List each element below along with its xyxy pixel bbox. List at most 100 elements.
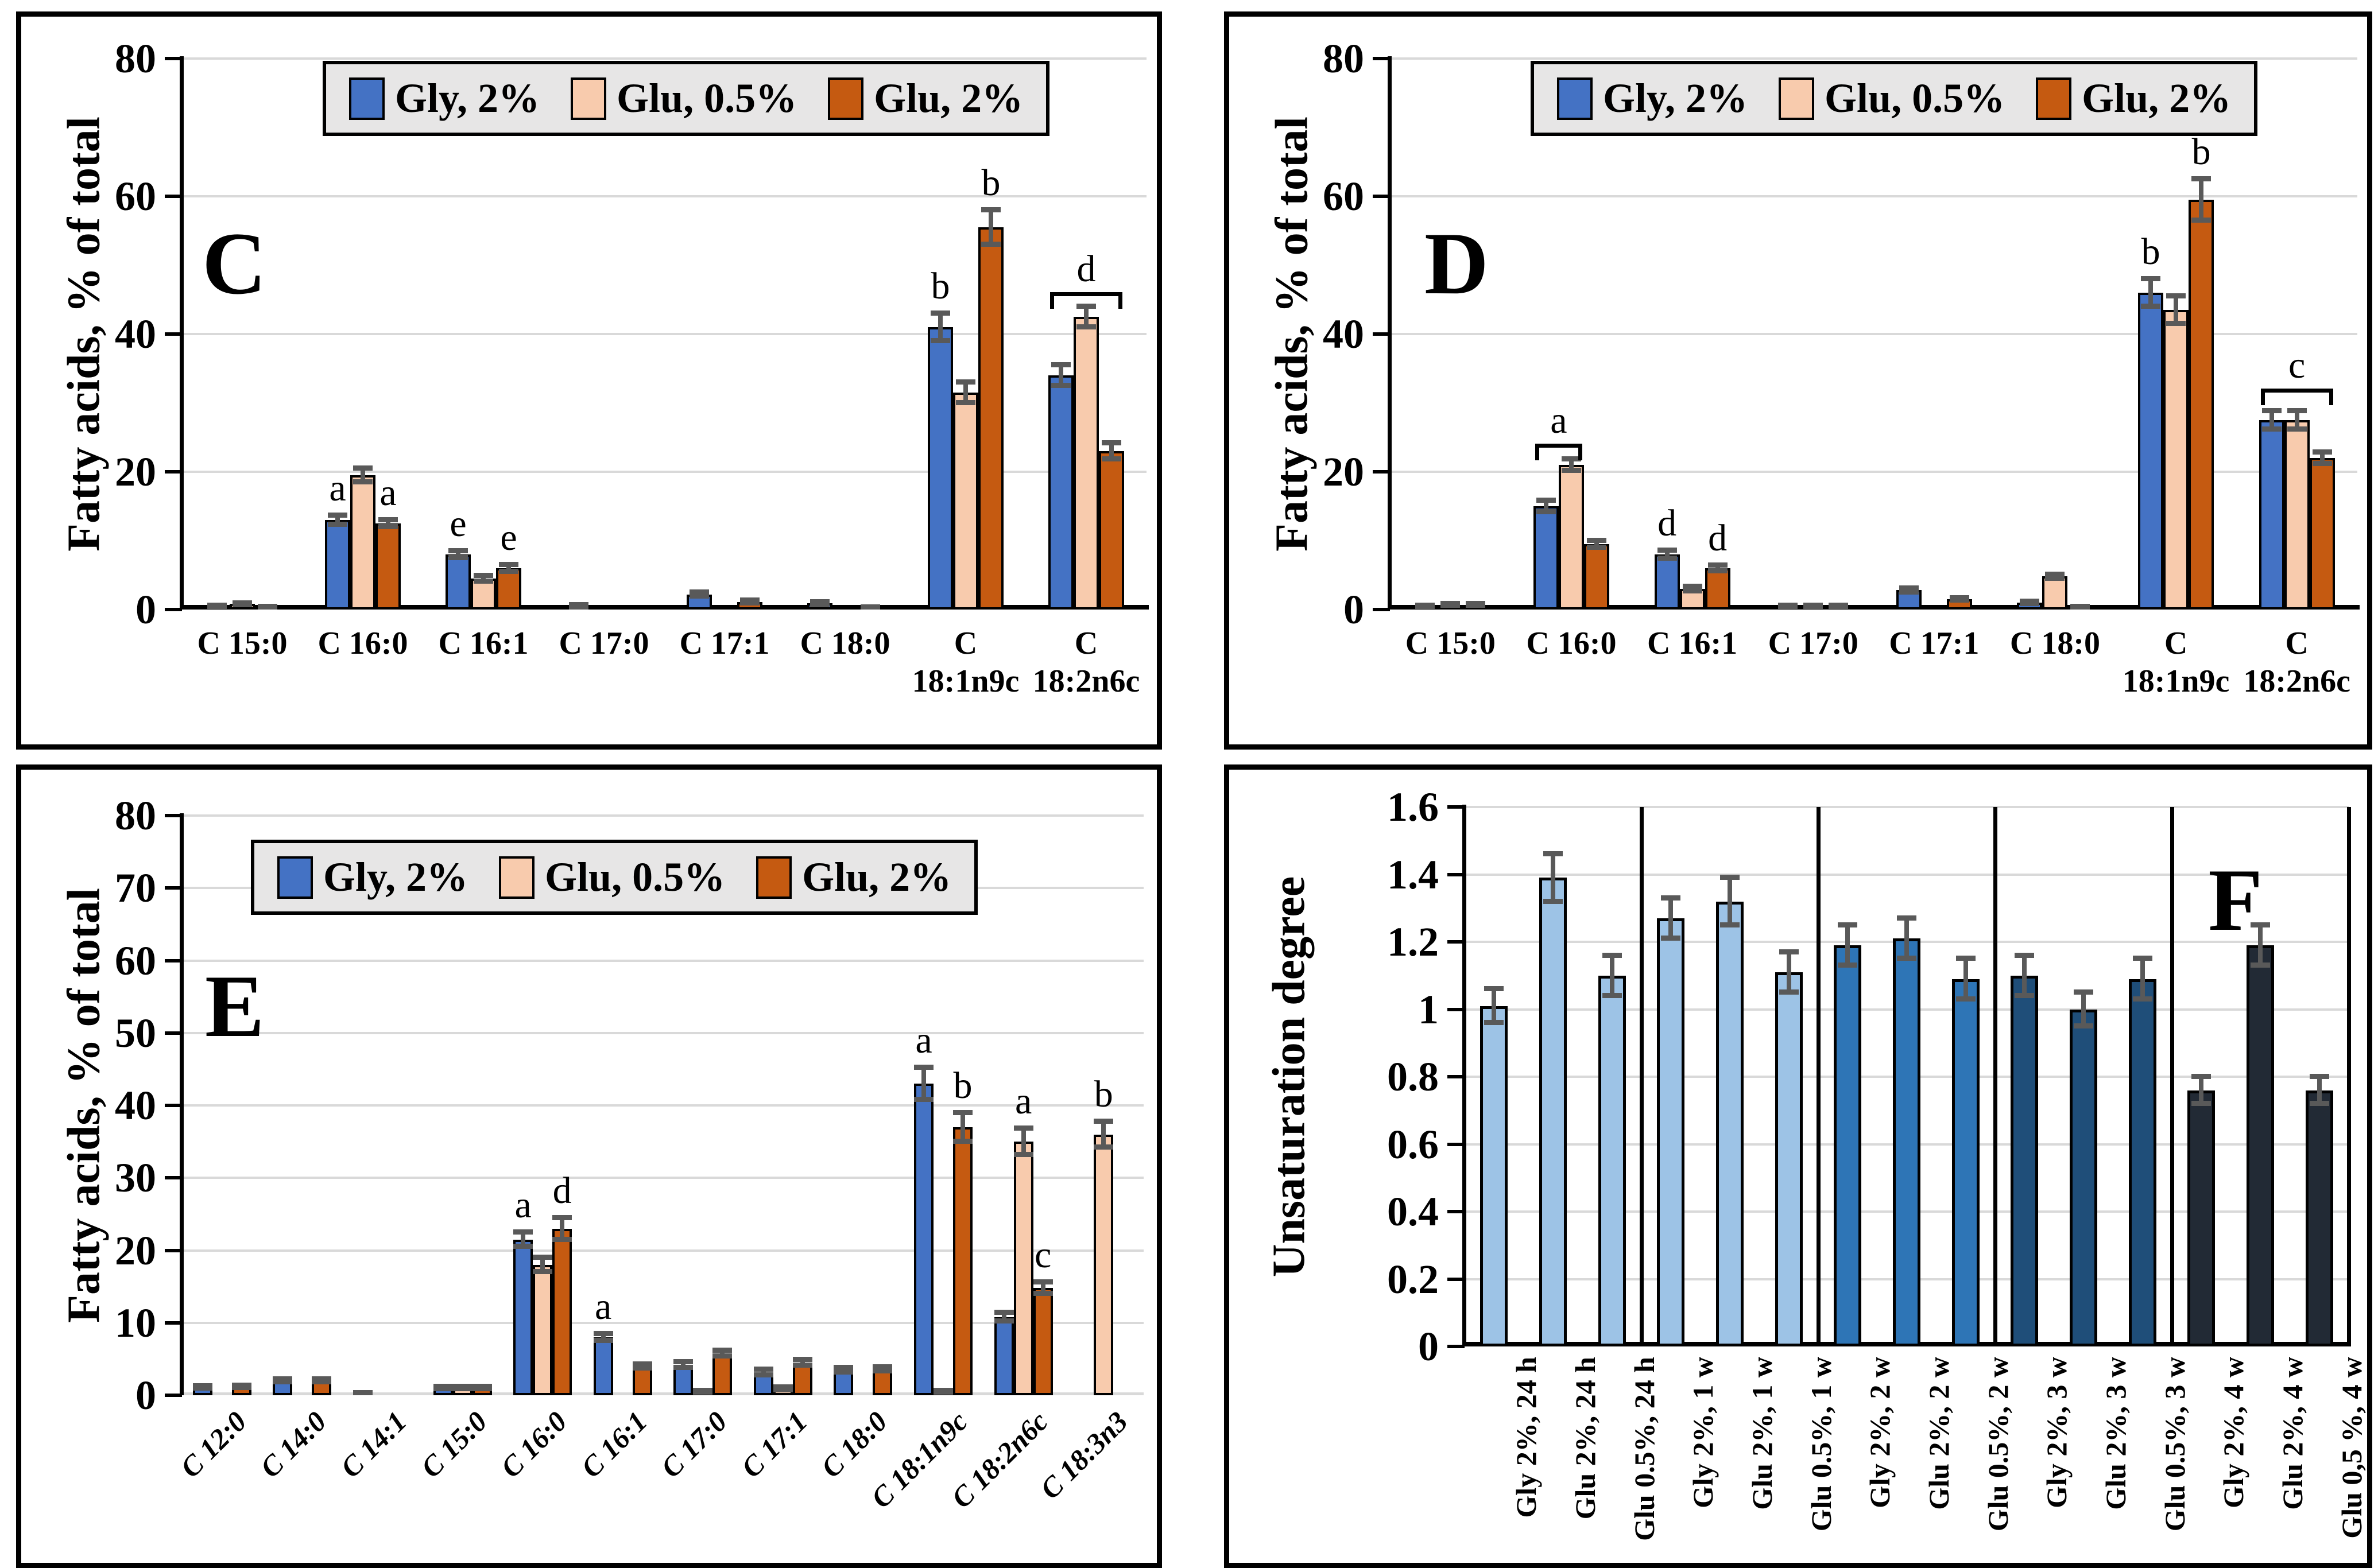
error-bar bbox=[1101, 1121, 1106, 1148]
x-tick-label: C 18:1n9c bbox=[2116, 624, 2237, 700]
legend-swatch bbox=[277, 856, 313, 899]
error-bar bbox=[2319, 452, 2325, 464]
error-bar bbox=[1904, 918, 1909, 959]
bar bbox=[1013, 1142, 1033, 1395]
error-bar bbox=[720, 1350, 725, 1356]
error-bar-cap bbox=[1466, 602, 1486, 608]
y-tick-mark bbox=[165, 814, 182, 817]
error-bar-cap bbox=[1586, 538, 1606, 543]
panel-f: Unsaturation degree F 0 0.2 0.4 0.6 0.8 1 1.2 1… bbox=[1224, 764, 2372, 1568]
error-bar-cap bbox=[1484, 1020, 1504, 1025]
error-bar bbox=[1963, 958, 1968, 999]
error-bar-cap bbox=[1838, 922, 1858, 927]
error-bar-cap bbox=[1586, 545, 1606, 550]
error-bar-cap bbox=[231, 1384, 251, 1390]
error-bar-cap bbox=[1102, 440, 1121, 445]
error-bar-cap bbox=[773, 1387, 793, 1393]
error-bar-cap bbox=[474, 573, 493, 579]
y-tick-mark bbox=[165, 608, 182, 611]
y-tick-mark bbox=[165, 1394, 182, 1397]
error-bar-cap bbox=[2045, 571, 2065, 577]
y-tick-mark bbox=[165, 886, 182, 890]
bar bbox=[1033, 1288, 1053, 1395]
error-bar-cap bbox=[753, 1366, 773, 1372]
error-bar-cap bbox=[753, 1372, 773, 1377]
error-bar-cap bbox=[192, 1385, 212, 1391]
bracket-end bbox=[1050, 294, 1054, 309]
error-bar-cap bbox=[834, 1369, 854, 1375]
gridline bbox=[182, 959, 1144, 962]
panel-c: Fatty acids, % of total C 0 20 40 60 80 a e b a e… bbox=[16, 11, 1162, 750]
error-bar-cap bbox=[956, 379, 975, 385]
error-bar-cap bbox=[2261, 408, 2282, 414]
bar bbox=[533, 1264, 553, 1395]
bar bbox=[1654, 554, 1680, 610]
y-tick-label: 1.6 bbox=[1387, 784, 1439, 830]
x-tick-label-line: C 15:0 bbox=[197, 626, 288, 661]
y-tick-mark bbox=[1373, 332, 1390, 336]
error-bar bbox=[1568, 459, 1574, 471]
error-bar-cap bbox=[2132, 996, 2152, 1002]
error-bar-cap bbox=[2141, 304, 2161, 309]
x-tick-label-line: C 16:0 bbox=[317, 626, 408, 661]
bar bbox=[513, 1239, 533, 1395]
error-bar-cap bbox=[1949, 597, 1969, 603]
legend-swatch bbox=[349, 77, 385, 120]
x-tick-label: Gly 2%, 3 w bbox=[2040, 1357, 2073, 1508]
bar bbox=[2189, 200, 2214, 610]
error-bar-cap bbox=[474, 578, 493, 584]
y-axis-line bbox=[1388, 56, 1392, 610]
error-bar-cap bbox=[1415, 604, 1435, 610]
bar bbox=[1539, 878, 1567, 1346]
y-tick-label: 80 bbox=[115, 793, 156, 839]
y-tick-mark bbox=[1447, 1210, 1465, 1213]
error-bar-cap bbox=[2015, 993, 2035, 998]
error-bar-cap bbox=[273, 1379, 293, 1385]
x-tick-label: Glu 2%, 24 h bbox=[1569, 1357, 1601, 1520]
error-bar-cap bbox=[690, 589, 709, 595]
error-bar-cap bbox=[448, 555, 468, 560]
group-divider-line bbox=[2170, 807, 2174, 1346]
x-tick-label: Glu 0.5%, 2 w bbox=[1981, 1357, 2014, 1532]
error-bar-cap bbox=[2251, 962, 2270, 968]
error-bar-cap bbox=[2020, 601, 2040, 607]
significance-letter: b bbox=[931, 265, 950, 307]
significance-letter: a bbox=[1550, 399, 1567, 441]
error-bar bbox=[921, 1068, 927, 1100]
error-bar-cap bbox=[2074, 989, 2093, 995]
bar bbox=[712, 1353, 733, 1395]
error-bar-cap bbox=[632, 1365, 652, 1371]
legend-label: Glu, 2% bbox=[802, 854, 952, 900]
x-tick-label-line: C 17:0 bbox=[1768, 626, 1858, 661]
error-bar-cap bbox=[472, 1386, 492, 1392]
x-tick-label: C 17:0 bbox=[544, 624, 664, 662]
x-tick-label: Glu 0.5%, 24 h bbox=[1628, 1357, 1660, 1541]
x-tick-label: C 18:0 bbox=[1994, 624, 2116, 662]
error-bar-cap bbox=[207, 604, 227, 610]
y-tick-mark bbox=[165, 1321, 182, 1325]
error-bar-cap bbox=[1051, 362, 1071, 367]
error-bar-cap bbox=[1720, 922, 1740, 927]
legend-item: Glu, 2% bbox=[828, 75, 1023, 122]
error-bar bbox=[2269, 411, 2274, 429]
bar bbox=[978, 227, 1004, 610]
error-bar-cap bbox=[1661, 936, 1681, 941]
error-bar bbox=[2081, 992, 2086, 1026]
legend-item: Gly, 2% bbox=[349, 75, 540, 122]
error-bar-cap bbox=[2309, 1101, 2329, 1106]
error-bar-cap bbox=[452, 1386, 472, 1392]
error-bar bbox=[1109, 443, 1114, 460]
error-bar-cap bbox=[994, 1310, 1014, 1315]
bar bbox=[2138, 293, 2164, 610]
bar bbox=[1893, 938, 1920, 1346]
gridline bbox=[1390, 195, 2357, 197]
error-bar-cap bbox=[448, 548, 468, 553]
y-tick-mark bbox=[165, 1248, 182, 1252]
error-bar-cap bbox=[2070, 604, 2090, 610]
error-bar-cap bbox=[1657, 556, 1677, 561]
error-bar bbox=[963, 382, 968, 403]
bar bbox=[1583, 544, 1609, 610]
legend-label: Glu, 0.5% bbox=[617, 75, 797, 121]
x-tick-label-line: C 18:0 bbox=[800, 626, 890, 661]
bar bbox=[446, 554, 471, 610]
